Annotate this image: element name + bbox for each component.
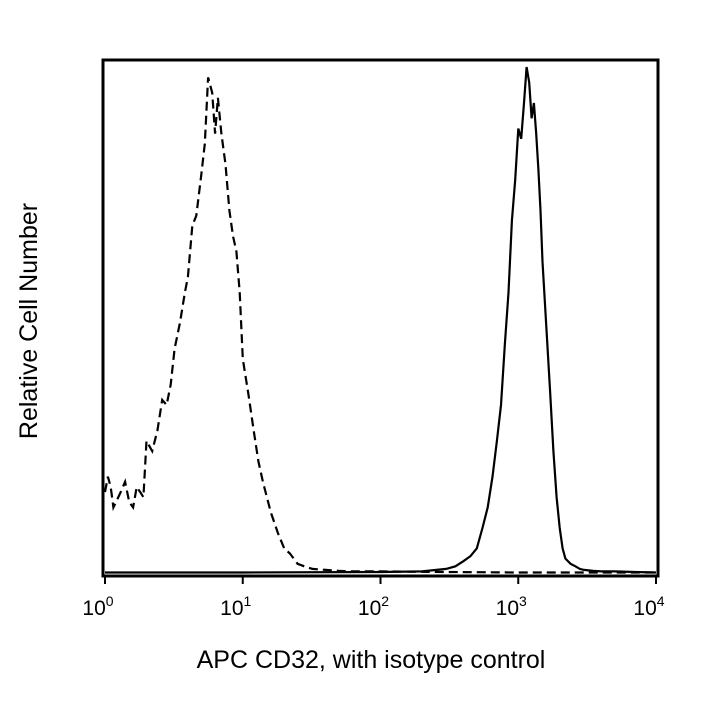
x-tick-label: 100 <box>82 593 113 620</box>
x-tick-label-base: 10 <box>220 597 243 620</box>
x-tick-label: 104 <box>633 593 664 620</box>
x-tick-label: 103 <box>496 593 527 620</box>
x-tick-label-base: 10 <box>358 597 381 620</box>
x-axis-label: APC CD32, with isotype control <box>197 646 546 674</box>
x-tick-label-base: 10 <box>82 597 105 620</box>
x-tick-label-base: 10 <box>633 597 656 620</box>
series-line-solid <box>105 66 657 574</box>
x-tick-label-exponent: 2 <box>381 593 389 609</box>
x-tick-label-exponent: 4 <box>657 593 665 609</box>
series-layer <box>103 66 657 574</box>
x-axis-ticks: 100 101 102 103 104 <box>82 576 665 620</box>
x-tick-label: 102 <box>358 593 389 620</box>
series-line-dashed <box>103 77 656 574</box>
x-tick-label-exponent: 0 <box>106 593 114 609</box>
y-axis-label: Relative Cell Number <box>15 203 43 439</box>
x-tick-label-base: 10 <box>496 597 519 620</box>
x-tick-label: 101 <box>220 593 251 620</box>
x-tick-label-exponent: 1 <box>244 593 252 609</box>
x-tick-label-exponent: 3 <box>519 593 527 609</box>
